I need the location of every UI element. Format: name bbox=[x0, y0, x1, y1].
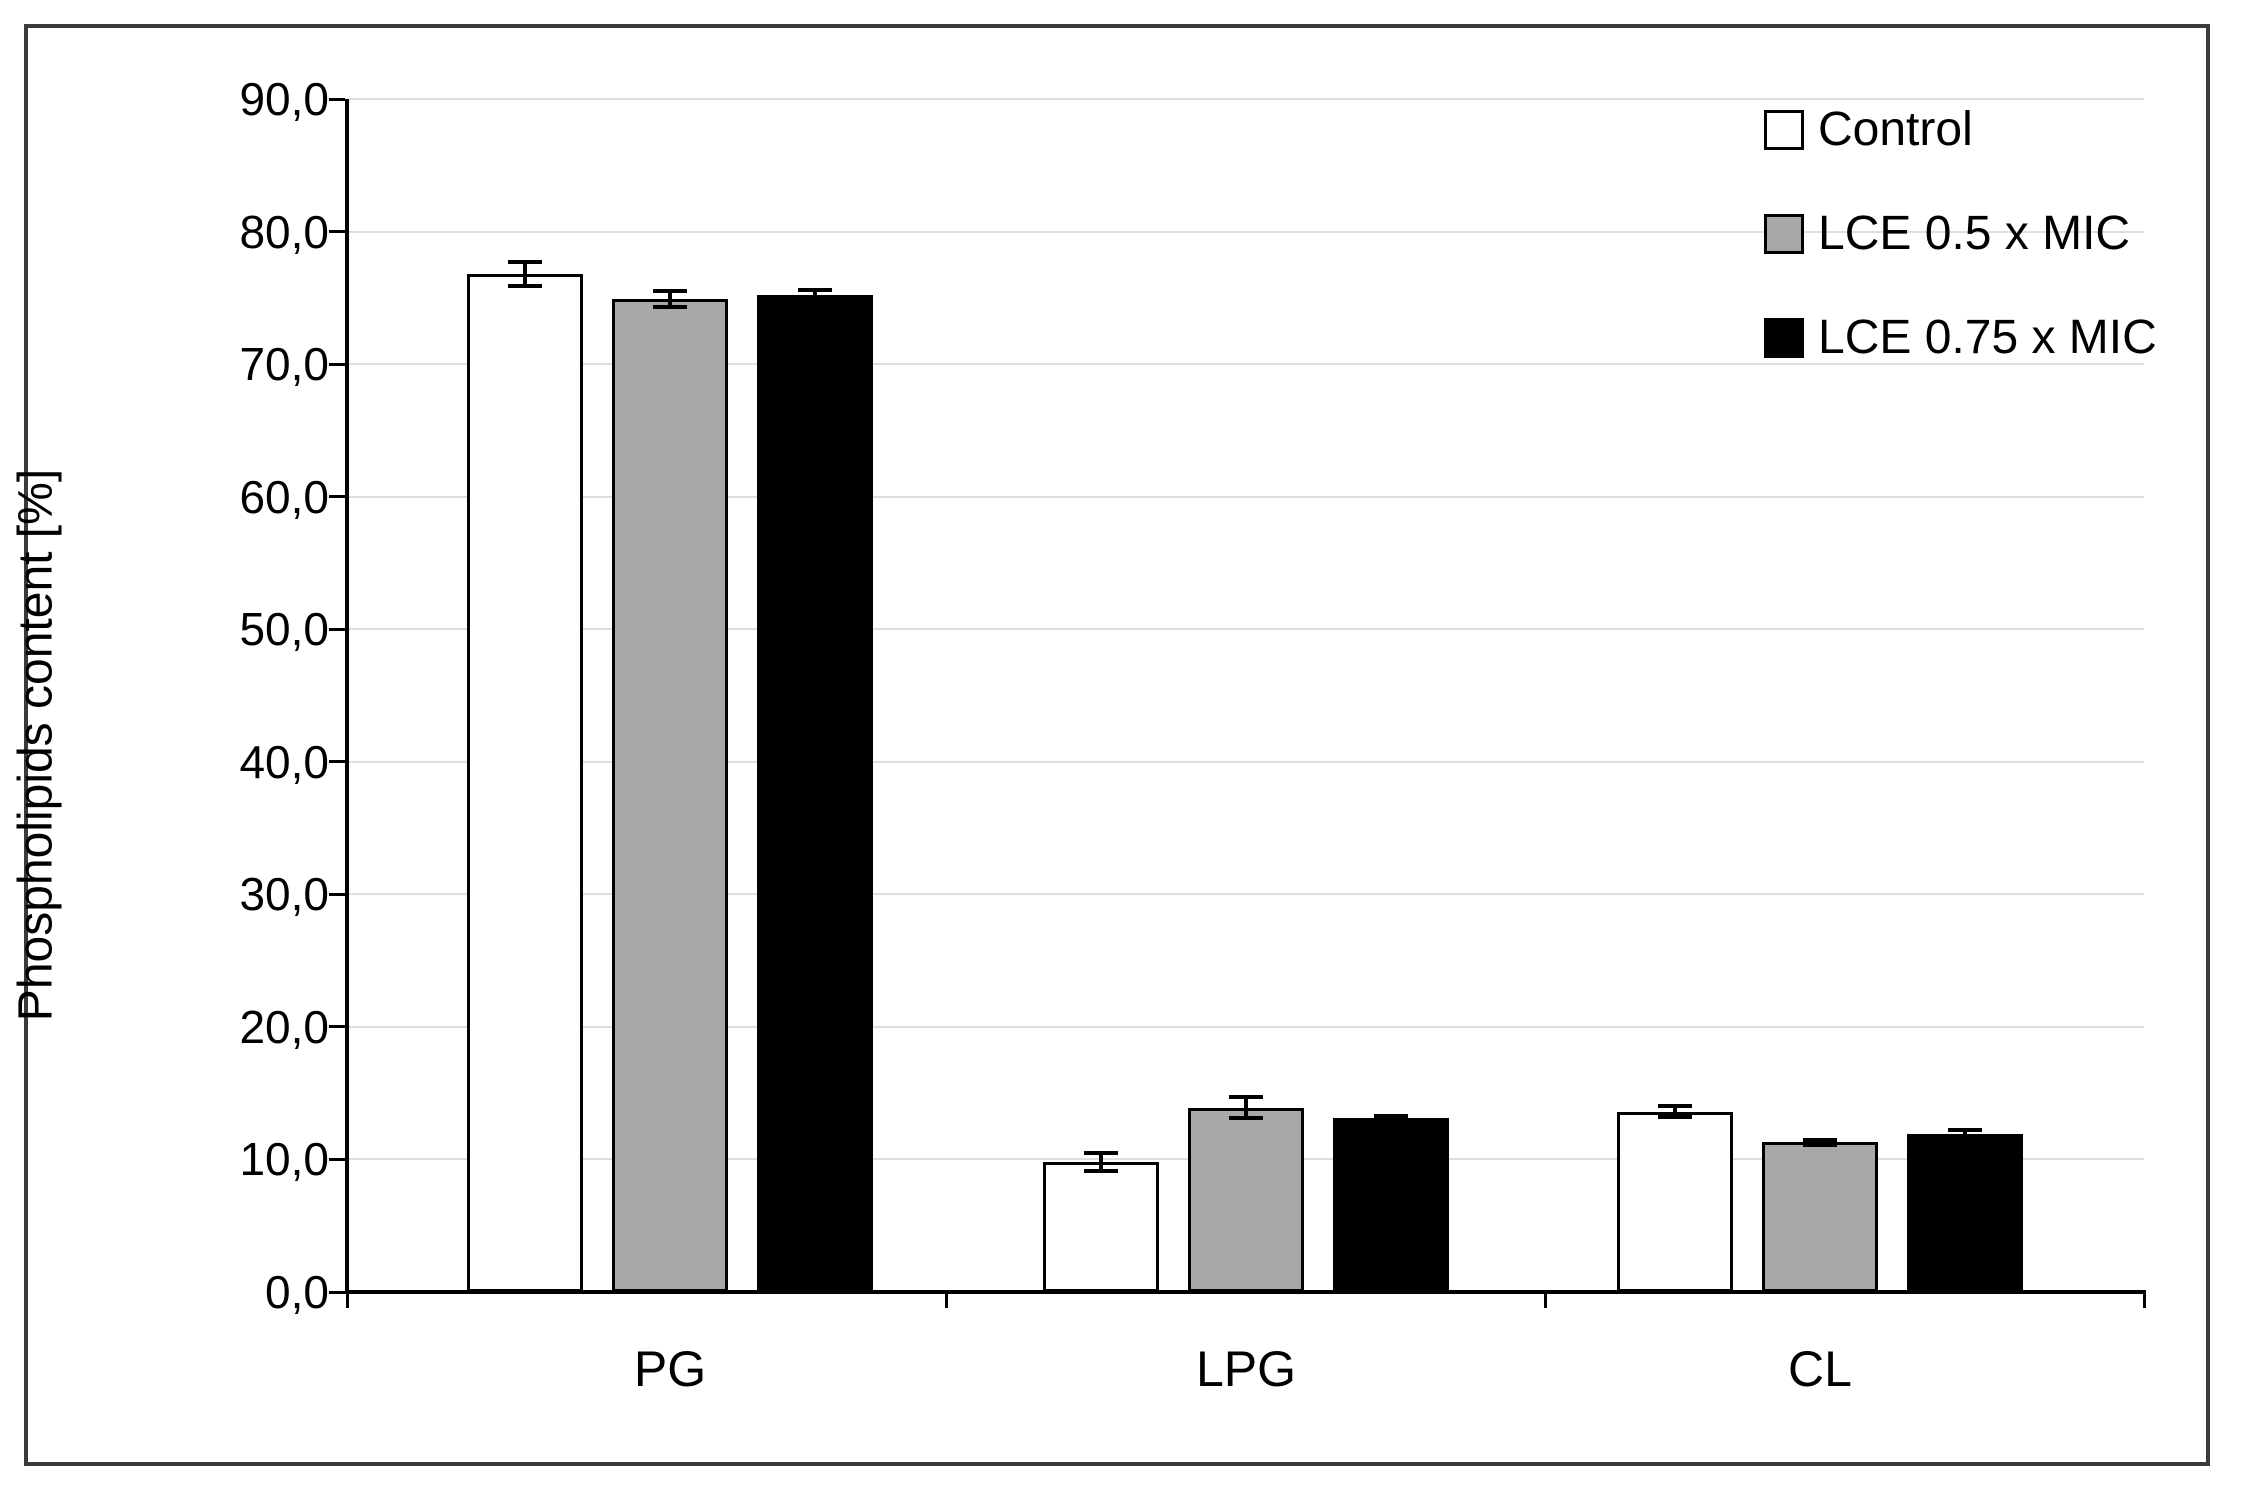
bar-lpg-0 bbox=[1043, 1162, 1159, 1292]
error-bar bbox=[1963, 1130, 1967, 1139]
error-bar-cap bbox=[1658, 1115, 1692, 1120]
gridline-90 bbox=[347, 98, 2144, 100]
error-bar-cap bbox=[1374, 1119, 1408, 1123]
gridline-50 bbox=[347, 628, 2144, 631]
y-tick-70 bbox=[329, 362, 345, 366]
error-bar-cap bbox=[653, 289, 687, 294]
bar-lpg-2 bbox=[1333, 1118, 1449, 1292]
y-tick-30 bbox=[329, 892, 345, 896]
x-category-label-cl: CL bbox=[1788, 1341, 1852, 1397]
error-bar-cap bbox=[1084, 1150, 1118, 1155]
error-bar-cap bbox=[1803, 1142, 1837, 1147]
error-bar bbox=[1099, 1152, 1103, 1172]
x-axis-tick-3 bbox=[2142, 1294, 2146, 1308]
y-tick-label: 90,0 bbox=[239, 73, 329, 125]
error-bar-cap bbox=[1229, 1095, 1263, 1100]
error-bar-cap bbox=[1374, 1113, 1408, 1118]
legend-item-1: LCE 0.5 x MIC bbox=[1764, 210, 2157, 258]
y-tick-label: 70,0 bbox=[239, 338, 329, 391]
y-tick-label: 10,0 bbox=[239, 1133, 329, 1186]
bar-pg-1 bbox=[612, 299, 728, 1292]
bar-cl-1 bbox=[1762, 1142, 1878, 1292]
legend-item-2: LCE 0.75 x MIC bbox=[1764, 314, 2157, 362]
error-bar-cap bbox=[798, 298, 832, 303]
error-bar-cap bbox=[1084, 1169, 1118, 1174]
y-tick-label: 0,0 bbox=[265, 1266, 329, 1318]
error-bar bbox=[523, 262, 527, 286]
error-bar-cap bbox=[1229, 1116, 1263, 1121]
y-tick-label: 60,0 bbox=[239, 470, 329, 523]
legend-item-0: Control bbox=[1764, 106, 2157, 154]
y-axis-title: Phospholipids content [%] bbox=[9, 468, 63, 1022]
error-bar-cap bbox=[508, 260, 542, 265]
error-bar bbox=[1818, 1139, 1822, 1145]
x-category-label-lpg: LPG bbox=[1195, 1341, 1297, 1397]
y-tick-0 bbox=[329, 1290, 345, 1294]
bar-cl-2 bbox=[1907, 1134, 2023, 1292]
error-bar bbox=[813, 289, 817, 301]
y-axis-line bbox=[345, 99, 349, 1292]
x-category-label-pg: PG bbox=[633, 1341, 707, 1397]
y-tick-60 bbox=[329, 495, 345, 499]
y-tick-20 bbox=[329, 1025, 345, 1029]
legend-swatch-2 bbox=[1764, 318, 1804, 358]
error-bar-cap bbox=[1658, 1104, 1692, 1109]
y-tick-label: 80,0 bbox=[239, 205, 329, 258]
gridline-40 bbox=[347, 760, 2144, 763]
error-bar-cap bbox=[798, 287, 832, 292]
error-bar bbox=[1244, 1097, 1248, 1119]
gridline-80 bbox=[347, 230, 2144, 233]
bar-lpg-1 bbox=[1188, 1107, 1304, 1292]
error-bar bbox=[668, 291, 672, 308]
x-axis-line bbox=[345, 1290, 2146, 1294]
bar-pg-2 bbox=[757, 295, 873, 1292]
y-tick-90 bbox=[329, 97, 345, 101]
chart-frame: Phospholipids content [%] Control LCE 0.5… bbox=[10, 24, 2210, 1466]
error-bar-cap bbox=[1948, 1136, 1982, 1141]
y-tick-label: 40,0 bbox=[239, 735, 329, 788]
legend-label-2: LCE 0.75 x MIC bbox=[1818, 311, 2157, 364]
x-axis-tick-1 bbox=[944, 1294, 948, 1308]
gridline-60 bbox=[347, 495, 2144, 498]
y-tick-label: 20,0 bbox=[239, 1000, 329, 1053]
gridline-70 bbox=[347, 363, 2144, 366]
x-axis-tick-2 bbox=[1543, 1294, 1547, 1308]
legend-label-0: Control bbox=[1818, 103, 1973, 156]
error-bar bbox=[1673, 1106, 1677, 1118]
x-axis-tick-0 bbox=[345, 1294, 349, 1308]
gridline-30 bbox=[347, 893, 2144, 896]
gridline-20 bbox=[347, 1025, 2144, 1028]
legend-swatch-1 bbox=[1764, 214, 1804, 254]
legend: Control LCE 0.5 x MIC LCE 0.75 x MIC bbox=[1764, 106, 2157, 362]
y-tick-10 bbox=[329, 1157, 345, 1161]
y-tick-50 bbox=[329, 627, 345, 631]
legend-swatch-0 bbox=[1764, 110, 1804, 150]
legend-label-1: LCE 0.5 x MIC bbox=[1818, 207, 2131, 260]
y-tick-label: 50,0 bbox=[239, 603, 329, 656]
error-bar-cap bbox=[1948, 1128, 1982, 1133]
error-bar-cap bbox=[653, 305, 687, 310]
error-bar-cap bbox=[1803, 1137, 1837, 1142]
bar-pg-0 bbox=[467, 273, 583, 1292]
y-tick-label: 30,0 bbox=[239, 868, 329, 921]
y-tick-40 bbox=[329, 760, 345, 764]
y-tick-80 bbox=[329, 230, 345, 234]
plot-area bbox=[329, 97, 2146, 1308]
bar-cl-0 bbox=[1617, 1111, 1733, 1292]
error-bar bbox=[1389, 1115, 1393, 1121]
error-bar-cap bbox=[508, 283, 542, 288]
